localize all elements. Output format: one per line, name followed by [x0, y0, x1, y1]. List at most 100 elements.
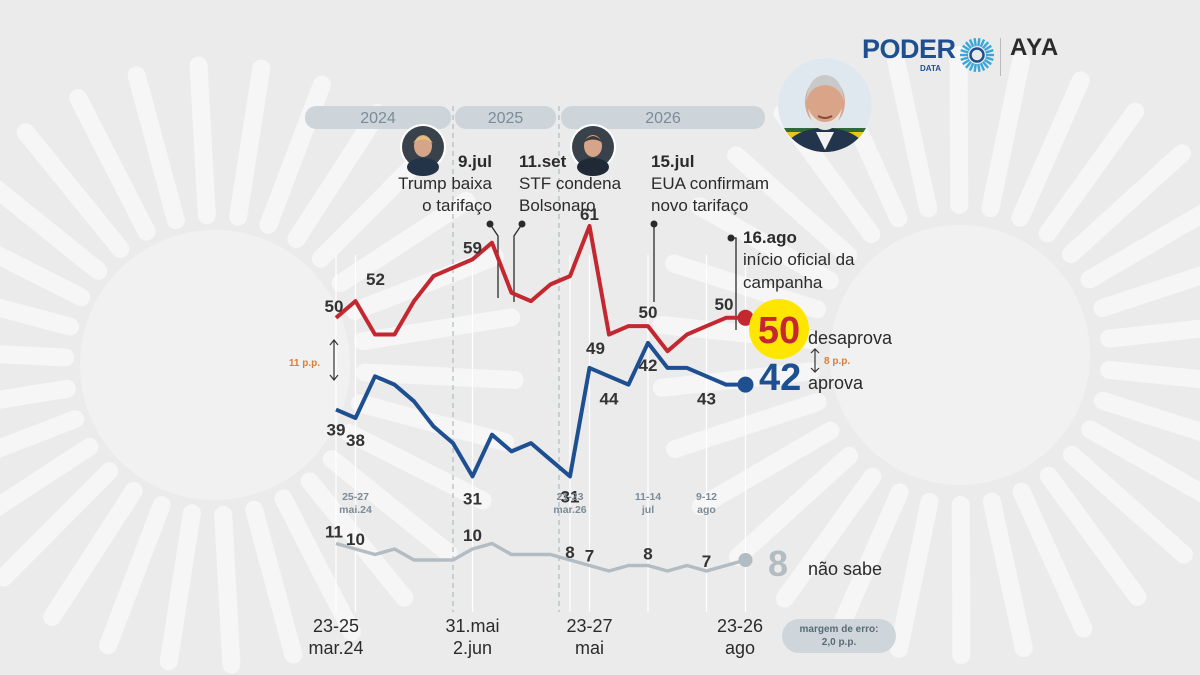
data-label: 52 [366, 270, 385, 289]
data-label: 8 [565, 543, 574, 562]
data-label: 11 [325, 523, 343, 542]
final-value-nao-sabe: 8 [768, 543, 788, 584]
ray [331, 192, 476, 293]
gap-arrow-head [329, 339, 339, 346]
data-label: 44 [600, 389, 619, 408]
ray [287, 104, 387, 249]
year-label: 2025 [488, 110, 524, 127]
x-axis-label: 23-27 [566, 616, 612, 636]
data-label: 49 [586, 339, 605, 358]
event-text: campanha [743, 273, 823, 292]
ray [981, 52, 1030, 218]
gap-label: 8 p.p. [824, 356, 850, 367]
event-text: Bolsonaro [519, 196, 596, 215]
final-label-aprova: aprova [808, 373, 864, 393]
sun-ray [985, 56, 994, 61]
sun-ray [962, 44, 971, 52]
data-label: 10 [346, 530, 365, 549]
ray [652, 362, 820, 397]
data-label: 31 [463, 489, 482, 508]
ray [69, 89, 156, 241]
ray [159, 504, 201, 671]
mid-date-label: 25-27 [342, 491, 369, 503]
mid-date-label: 9-12 [696, 491, 717, 503]
ray [830, 483, 909, 639]
sun-ray [973, 63, 977, 72]
event-date: 15.jul [651, 152, 694, 171]
series-end-dot [737, 309, 754, 326]
gap-arrow-head [810, 348, 820, 354]
sun-ray [985, 49, 994, 54]
sun-ray [979, 62, 986, 71]
poder-logo-sub: DATA [920, 64, 942, 73]
event-text: EUA confirmam [651, 174, 769, 193]
event-text: Trump baixa [398, 174, 492, 193]
ray [43, 481, 143, 626]
year-label: 2024 [360, 110, 396, 127]
x-axis: 25-27mai.2421-23mar.2611-14jul9-12ago23-… [308, 491, 763, 658]
ray [729, 446, 859, 566]
gap-arrow-head [810, 367, 820, 373]
series-line-nao-sabe [335, 541, 746, 573]
sun-ray [977, 63, 981, 72]
x-axis-label: mar.24 [308, 638, 363, 658]
event-leader [489, 223, 499, 298]
sun-ray [960, 49, 969, 54]
year-band [561, 106, 765, 129]
data-label: 50 [715, 295, 734, 314]
data-label: 59 [463, 238, 482, 257]
ray [229, 59, 271, 226]
x-axis-label: 2.jun [453, 638, 492, 658]
ray [951, 495, 971, 664]
year-label: 2026 [645, 110, 681, 127]
sun-ray [983, 58, 992, 66]
ray [0, 379, 76, 409]
event-dot [518, 220, 526, 228]
left-rays [0, 56, 524, 674]
x-axis-label: 31.mai [445, 616, 499, 636]
ray [0, 246, 91, 307]
ray [727, 146, 858, 265]
data-label: 39 [327, 421, 346, 440]
sun-ray [973, 38, 977, 47]
x-axis-label: ago [725, 638, 755, 658]
event-annotations: 9.jul Trump baixa o tarifaço 11.set STF cond… [398, 124, 855, 330]
ray [16, 123, 130, 258]
sun-ray [964, 61, 973, 69]
ray [1012, 482, 1093, 638]
sun-core [969, 47, 985, 63]
ray [0, 462, 119, 587]
data-label: 8 [643, 545, 652, 564]
event-date: 11.set [519, 152, 567, 171]
event-dot [650, 220, 658, 228]
ray [1062, 445, 1193, 564]
sun-ray [979, 39, 986, 48]
data-label: 38 [346, 431, 365, 450]
bolsonaro-portrait-icon [570, 124, 616, 176]
ray [322, 450, 458, 563]
aya-logo-text: AYA [1010, 34, 1060, 61]
event-date: 9.jul [458, 152, 492, 171]
series-line-desaprova [334, 224, 746, 354]
trump-portrait-icon [400, 124, 446, 176]
ray [0, 298, 80, 336]
ray [0, 345, 75, 367]
data-label: 43 [697, 389, 716, 408]
final-value-aprova: 42 [759, 357, 801, 399]
data-label: 50 [325, 297, 344, 316]
ray [1038, 102, 1145, 243]
margin-of-error-badge: margem de erro: 2,0 p.p. [782, 619, 896, 653]
ray [99, 496, 171, 655]
ray [949, 46, 969, 215]
logo-divider [1000, 38, 1001, 76]
data-label: 50 [639, 303, 658, 322]
ray [775, 467, 882, 608]
ray [354, 308, 521, 351]
x-axis-label: 23-26 [717, 616, 763, 636]
x-axis-label: 23-25 [313, 616, 359, 636]
ray [1039, 466, 1147, 606]
data-label: 31 [561, 487, 580, 506]
year-dividers [452, 106, 560, 612]
